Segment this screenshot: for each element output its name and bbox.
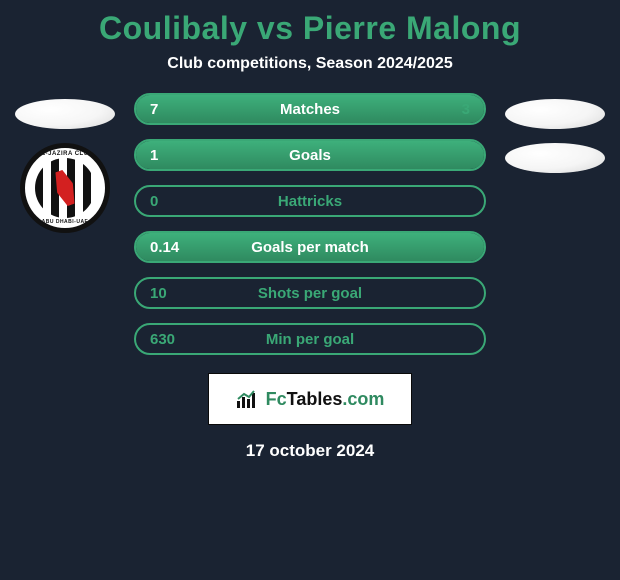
club-top-text: AL-JAZIRA CLUB — [25, 151, 105, 157]
stat-left-value: 0.14 — [150, 239, 179, 256]
player-right-oval — [505, 99, 605, 129]
stat-left-value: 7 — [150, 101, 158, 118]
fctables-logo-box: FcTables.com — [208, 373, 412, 425]
stat-bar-goals: 1 Goals — [134, 139, 486, 171]
stat-left-value: 0 — [150, 193, 158, 210]
stat-right-value: 3 — [462, 101, 470, 118]
fctables-logo-text: FcTables.com — [266, 389, 385, 410]
stat-label: Goals per match — [251, 239, 369, 256]
stat-left-value: 1 — [150, 147, 158, 164]
club-player-icon — [50, 168, 79, 208]
left-column: AL-JAZIRA CLUB ABU DHABI-UAE — [10, 93, 120, 233]
logo-part-3: .com — [342, 389, 384, 409]
stat-label: Hattricks — [278, 193, 342, 210]
stat-bar-matches: 7 Matches 3 — [134, 93, 486, 125]
logo-part-1: Fc — [266, 389, 287, 409]
main-row: AL-JAZIRA CLUB ABU DHABI-UAE 7 Matches 3… — [0, 93, 620, 355]
stat-left-value: 10 — [150, 285, 167, 302]
player-left-oval — [15, 99, 115, 129]
stat-bar-spg: 10 Shots per goal — [134, 277, 486, 309]
stat-bar-gpm: 0.14 Goals per match — [134, 231, 486, 263]
club-bottom-text: ABU DHABI-UAE — [25, 219, 105, 225]
club-badge-left: AL-JAZIRA CLUB ABU DHABI-UAE — [20, 143, 110, 233]
chart-icon — [236, 389, 260, 409]
date-label: 17 october 2024 — [0, 441, 620, 461]
club-right-oval — [505, 143, 605, 173]
logo-part-2: Tables — [287, 389, 343, 409]
infographic-container: Coulibaly vs Pierre Malong Club competit… — [0, 0, 620, 471]
stat-bar-mpg: 630 Min per goal — [134, 323, 486, 355]
right-column — [500, 93, 610, 173]
page-title: Coulibaly vs Pierre Malong — [0, 10, 620, 47]
stat-label: Goals — [289, 147, 331, 164]
stat-bar-hattricks: 0 Hattricks — [134, 185, 486, 217]
club-stripes — [35, 158, 95, 218]
page-subtitle: Club competitions, Season 2024/2025 — [0, 55, 620, 73]
stat-left-value: 630 — [150, 331, 175, 348]
stat-label: Min per goal — [266, 331, 354, 348]
stat-label: Matches — [280, 101, 340, 118]
stat-label: Shots per goal — [258, 285, 362, 302]
stats-column: 7 Matches 3 1 Goals 0 Hattricks 0.14 Goa… — [134, 93, 486, 355]
